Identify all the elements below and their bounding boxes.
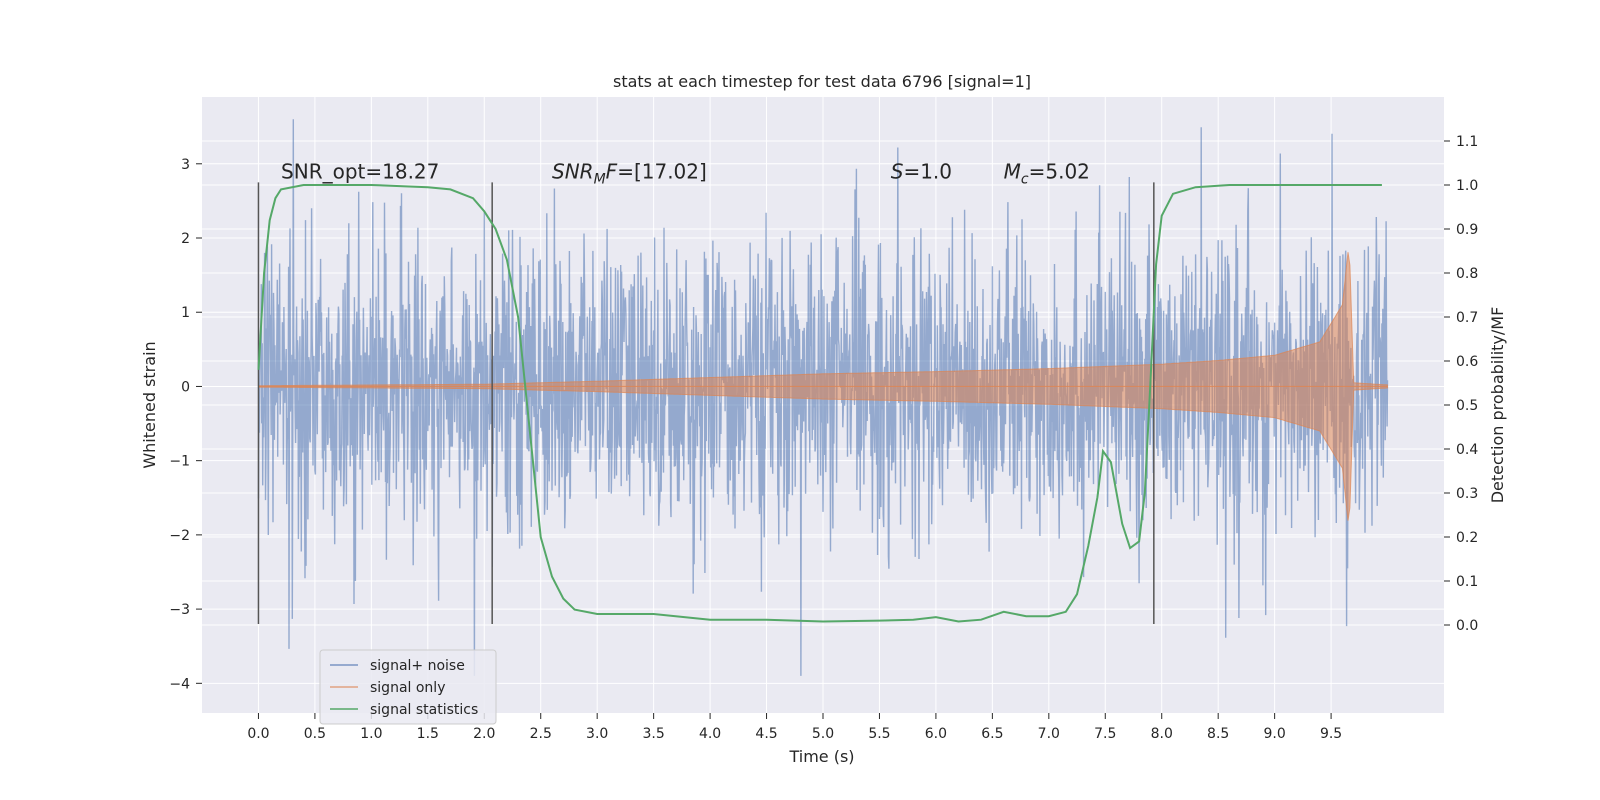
- annotation-part: SNR: [552, 160, 594, 184]
- x-tick-label: 6.5: [981, 726, 1003, 742]
- annotation-part: F: [606, 160, 618, 184]
- x-tick-label: 9.0: [1264, 726, 1286, 742]
- y-right-tick-label: 0.3: [1456, 486, 1478, 502]
- y-right-tick-label: 0.5: [1456, 398, 1478, 414]
- y-right-tick-label: 1.1: [1456, 134, 1478, 150]
- x-tick-label: 6.0: [925, 726, 947, 742]
- y-right-tick-label: 0.2: [1456, 530, 1478, 546]
- legend-label-signal-statistics: signal statistics: [370, 702, 478, 718]
- annotation-part: =5.02: [1029, 160, 1090, 184]
- annotation-part: SNR_opt=18.27: [281, 160, 439, 184]
- x-tick-label: 2.0: [473, 726, 495, 742]
- legend-label-signal-noise: signal+ noise: [370, 658, 465, 674]
- y-tick-label: −1: [169, 454, 190, 470]
- annotation: SNRMF=[17.02]: [552, 160, 707, 188]
- series-signal-only: [258, 252, 1388, 521]
- annotation-part: c: [1021, 172, 1029, 188]
- x-tick-label: 1.0: [360, 726, 382, 742]
- series-signal-statistics: [257, 184, 1382, 623]
- y-tick-label: −3: [169, 602, 190, 618]
- y-right-tick-label: 0.9: [1456, 222, 1478, 238]
- annotation-part: S: [891, 160, 904, 184]
- annotation-part: M: [1004, 160, 1021, 184]
- legend-label-signal-only: signal only: [370, 680, 445, 696]
- y-right-tick-label: 0.8: [1456, 266, 1478, 282]
- y-tick-label: −2: [169, 528, 190, 544]
- annotation-part: =[17.02]: [617, 160, 707, 184]
- y-right-tick-label: 0.0: [1456, 618, 1478, 634]
- noise-trace: [257, 119, 1389, 676]
- x-tick-label: 0.0: [247, 726, 269, 742]
- vertical-markers: [257, 182, 1155, 624]
- x-tick-label: 7.5: [1094, 726, 1116, 742]
- x-tick-label: 2.5: [530, 726, 552, 742]
- x-axis-label: Time (s): [788, 747, 854, 766]
- y-tick-label: 3: [181, 157, 190, 173]
- x-tick-label: 9.5: [1320, 726, 1342, 742]
- y-tick-label: 0: [181, 379, 190, 395]
- x-tick-label: 3.5: [643, 726, 665, 742]
- x-tick-label: 3.0: [586, 726, 608, 742]
- annotation: S=1.0: [891, 160, 952, 184]
- x-axis-ticks: 0.0 0.5 1.0 1.5 2.0 2.5 3.0 3.5 4.0 4.5 5.0 5.5 6.0 6…: [247, 713, 1342, 742]
- x-tick-label: 5.0: [812, 726, 834, 742]
- y-right-tick-label: 0.6: [1456, 354, 1478, 370]
- annotation-part: =1.0: [903, 160, 952, 184]
- y-right-tick-label: 0.4: [1456, 442, 1478, 458]
- x-tick-label: 4.5: [755, 726, 777, 742]
- x-tick-label: 8.0: [1151, 726, 1173, 742]
- x-tick-label: 8.5: [1207, 726, 1229, 742]
- y-right-tick-label: 1.0: [1456, 178, 1478, 194]
- y-axis-label: Whitened strain: [140, 341, 159, 468]
- annotations: SNR_opt=18.27 SNRMF=[17.02] S=1.0 Mc=5.02: [281, 160, 1090, 188]
- x-tick-label: 7.0: [1038, 726, 1060, 742]
- annotation: SNR_opt=18.27: [281, 160, 439, 184]
- y-tick-label: 1: [181, 305, 190, 321]
- y-tick-label: 2: [181, 231, 190, 247]
- y-right-tick-label: 0.1: [1456, 574, 1478, 590]
- y-tick-label: −4: [169, 676, 190, 692]
- y-axis-right-label: Detection probability/MF: [1488, 307, 1507, 504]
- series-signal-noise: [257, 119, 1389, 676]
- x-tick-label: 4.0: [699, 726, 721, 742]
- annotation-part: M: [594, 172, 606, 188]
- legend: signal+ noise signal only signal statist…: [319, 649, 497, 725]
- x-tick-label: 0.5: [304, 726, 326, 742]
- annotation: Mc=5.02: [1004, 160, 1090, 188]
- statistics-line: [257, 184, 1382, 623]
- x-tick-label: 1.5: [417, 726, 439, 742]
- chart-title: stats at each timestep for test data 679…: [613, 72, 1031, 91]
- y-axis-right-ticks: 1.1 1.0 0.9 0.8 0.7 0.6 0.5 0.4 0.3 0.2 0.1 0.0: [1444, 134, 1478, 634]
- y-axis-ticks: 3 2 1 0 −1 −2 −3 −4: [169, 157, 202, 692]
- legend-box: [319, 649, 497, 725]
- y-right-tick-label: 0.7: [1456, 310, 1478, 326]
- x-tick-label: 5.5: [868, 726, 890, 742]
